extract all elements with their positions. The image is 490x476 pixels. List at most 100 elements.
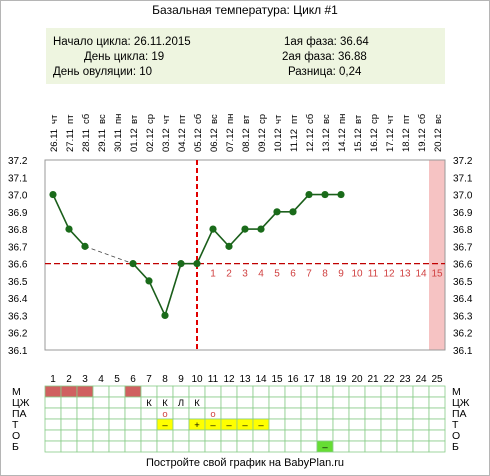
row-cell bbox=[348, 440, 366, 453]
temperature-point bbox=[49, 190, 57, 199]
row-cell bbox=[140, 429, 158, 442]
row-cell bbox=[172, 407, 190, 420]
row-cell bbox=[412, 407, 430, 420]
row-cell bbox=[204, 440, 222, 453]
weekday-label: чт bbox=[273, 114, 284, 124]
row-label-right: ЦЖ bbox=[452, 397, 470, 409]
date-label: 20.12 bbox=[433, 128, 444, 152]
weekday-label: пт bbox=[177, 114, 188, 124]
temperature-point bbox=[65, 225, 73, 233]
cycle-day-number: 5 bbox=[114, 374, 120, 385]
row-cell bbox=[396, 418, 414, 431]
y-tick-right: 37.0 bbox=[453, 191, 473, 202]
row-cell bbox=[124, 407, 142, 420]
phase2-day-number: 15 bbox=[431, 269, 443, 280]
cycle-day-number: 15 bbox=[271, 374, 283, 385]
row-cell bbox=[252, 429, 270, 442]
weekday-label: вс bbox=[433, 114, 444, 124]
weekday-label: чт bbox=[385, 114, 396, 124]
phase2-day-number: 6 bbox=[290, 269, 296, 280]
y-tick-left: 36.1 bbox=[8, 346, 28, 357]
phase2-day-number: 11 bbox=[368, 269, 379, 280]
row-cell bbox=[76, 440, 94, 453]
weekday-label: вт bbox=[129, 114, 140, 124]
row-cell bbox=[204, 385, 222, 398]
row-cell bbox=[380, 429, 398, 442]
phase2-day-number: 9 bbox=[338, 269, 344, 280]
phase2-day-number: 7 bbox=[306, 269, 312, 280]
row-cell bbox=[108, 396, 126, 409]
row-cell bbox=[428, 396, 446, 409]
temperature-point bbox=[209, 225, 217, 233]
row-cell bbox=[412, 418, 430, 431]
weekday-label: вт bbox=[353, 114, 364, 124]
y-tick-right: 36.2 bbox=[453, 329, 473, 340]
weekday-label: чт bbox=[49, 114, 60, 124]
row-cell bbox=[188, 429, 206, 442]
row-label-right: Т bbox=[452, 419, 459, 431]
date-label: 13.12 bbox=[321, 128, 332, 152]
row-mark: К bbox=[162, 398, 168, 409]
row-cell bbox=[124, 429, 142, 442]
row-cell bbox=[76, 385, 94, 398]
temperature-segment bbox=[164, 263, 182, 316]
cycle-day-number: 16 bbox=[287, 374, 299, 385]
cycle-day-number: 11 bbox=[208, 374, 219, 385]
row-label-right: Б bbox=[452, 441, 459, 453]
y-tick-right: 36.6 bbox=[453, 260, 473, 271]
cycle-day-number: 4 bbox=[98, 374, 104, 385]
row-cell bbox=[284, 418, 302, 431]
chart-title: Базальная температура: Цикл #1 bbox=[152, 3, 338, 17]
row-cell bbox=[284, 385, 302, 398]
cycle-day-number: 17 bbox=[303, 374, 315, 385]
weekday-label: сб bbox=[417, 113, 428, 124]
row-cell bbox=[172, 429, 190, 442]
y-tick-left: 36.7 bbox=[8, 242, 28, 253]
row-mark: – bbox=[162, 420, 168, 431]
temperature-segment bbox=[260, 211, 278, 230]
row-cell bbox=[396, 396, 414, 409]
ovulation-day: День овуляции: 10 bbox=[53, 66, 153, 78]
row-cell bbox=[252, 396, 270, 409]
weekday-label: чт bbox=[161, 114, 172, 124]
date-label: 28.11 bbox=[81, 129, 92, 152]
row-cell bbox=[108, 440, 126, 453]
row-cell bbox=[44, 396, 62, 409]
date-label: 26.11 bbox=[49, 129, 60, 152]
temperature-point bbox=[193, 260, 201, 268]
row-cell bbox=[60, 396, 78, 409]
date-label: 03.12 bbox=[161, 128, 172, 152]
temperature-point bbox=[225, 242, 233, 250]
footer-link[interactable]: Постройте свой график на BabyPlan.ru bbox=[145, 457, 345, 469]
row-cell bbox=[76, 396, 94, 409]
temperature-point bbox=[81, 242, 89, 250]
date-label: 19.12 bbox=[417, 128, 428, 152]
row-cell bbox=[92, 429, 110, 442]
row-cell bbox=[364, 429, 382, 442]
row-cell bbox=[220, 385, 238, 398]
weekday-label: пн bbox=[225, 114, 236, 124]
row-cell bbox=[268, 418, 286, 431]
cycle-day-number: 25 bbox=[431, 374, 443, 385]
date-label: 18.12 bbox=[401, 128, 412, 152]
row-cell bbox=[220, 429, 238, 442]
cycle-day-number: 10 bbox=[191, 374, 203, 385]
weekday-label: вс bbox=[321, 114, 332, 124]
row-cell bbox=[412, 385, 430, 398]
row-label-left: О bbox=[12, 430, 20, 442]
cycle-day-number: 14 bbox=[255, 374, 267, 385]
y-tick-left: 36.3 bbox=[8, 311, 28, 322]
row-cell bbox=[348, 407, 366, 420]
row-cell bbox=[300, 407, 318, 420]
row-cell bbox=[108, 407, 126, 420]
phase2-day-number: 3 bbox=[242, 269, 248, 280]
weekday-label: ср bbox=[145, 114, 156, 124]
row-cell bbox=[332, 396, 350, 409]
y-tick-left: 36.2 bbox=[8, 329, 28, 340]
row-cell bbox=[428, 385, 446, 398]
row-cell bbox=[236, 385, 254, 398]
row-mark: К bbox=[146, 398, 152, 409]
date-label: 02.12 bbox=[145, 128, 156, 152]
row-cell bbox=[316, 429, 334, 442]
weekday-label: ср bbox=[257, 114, 268, 124]
